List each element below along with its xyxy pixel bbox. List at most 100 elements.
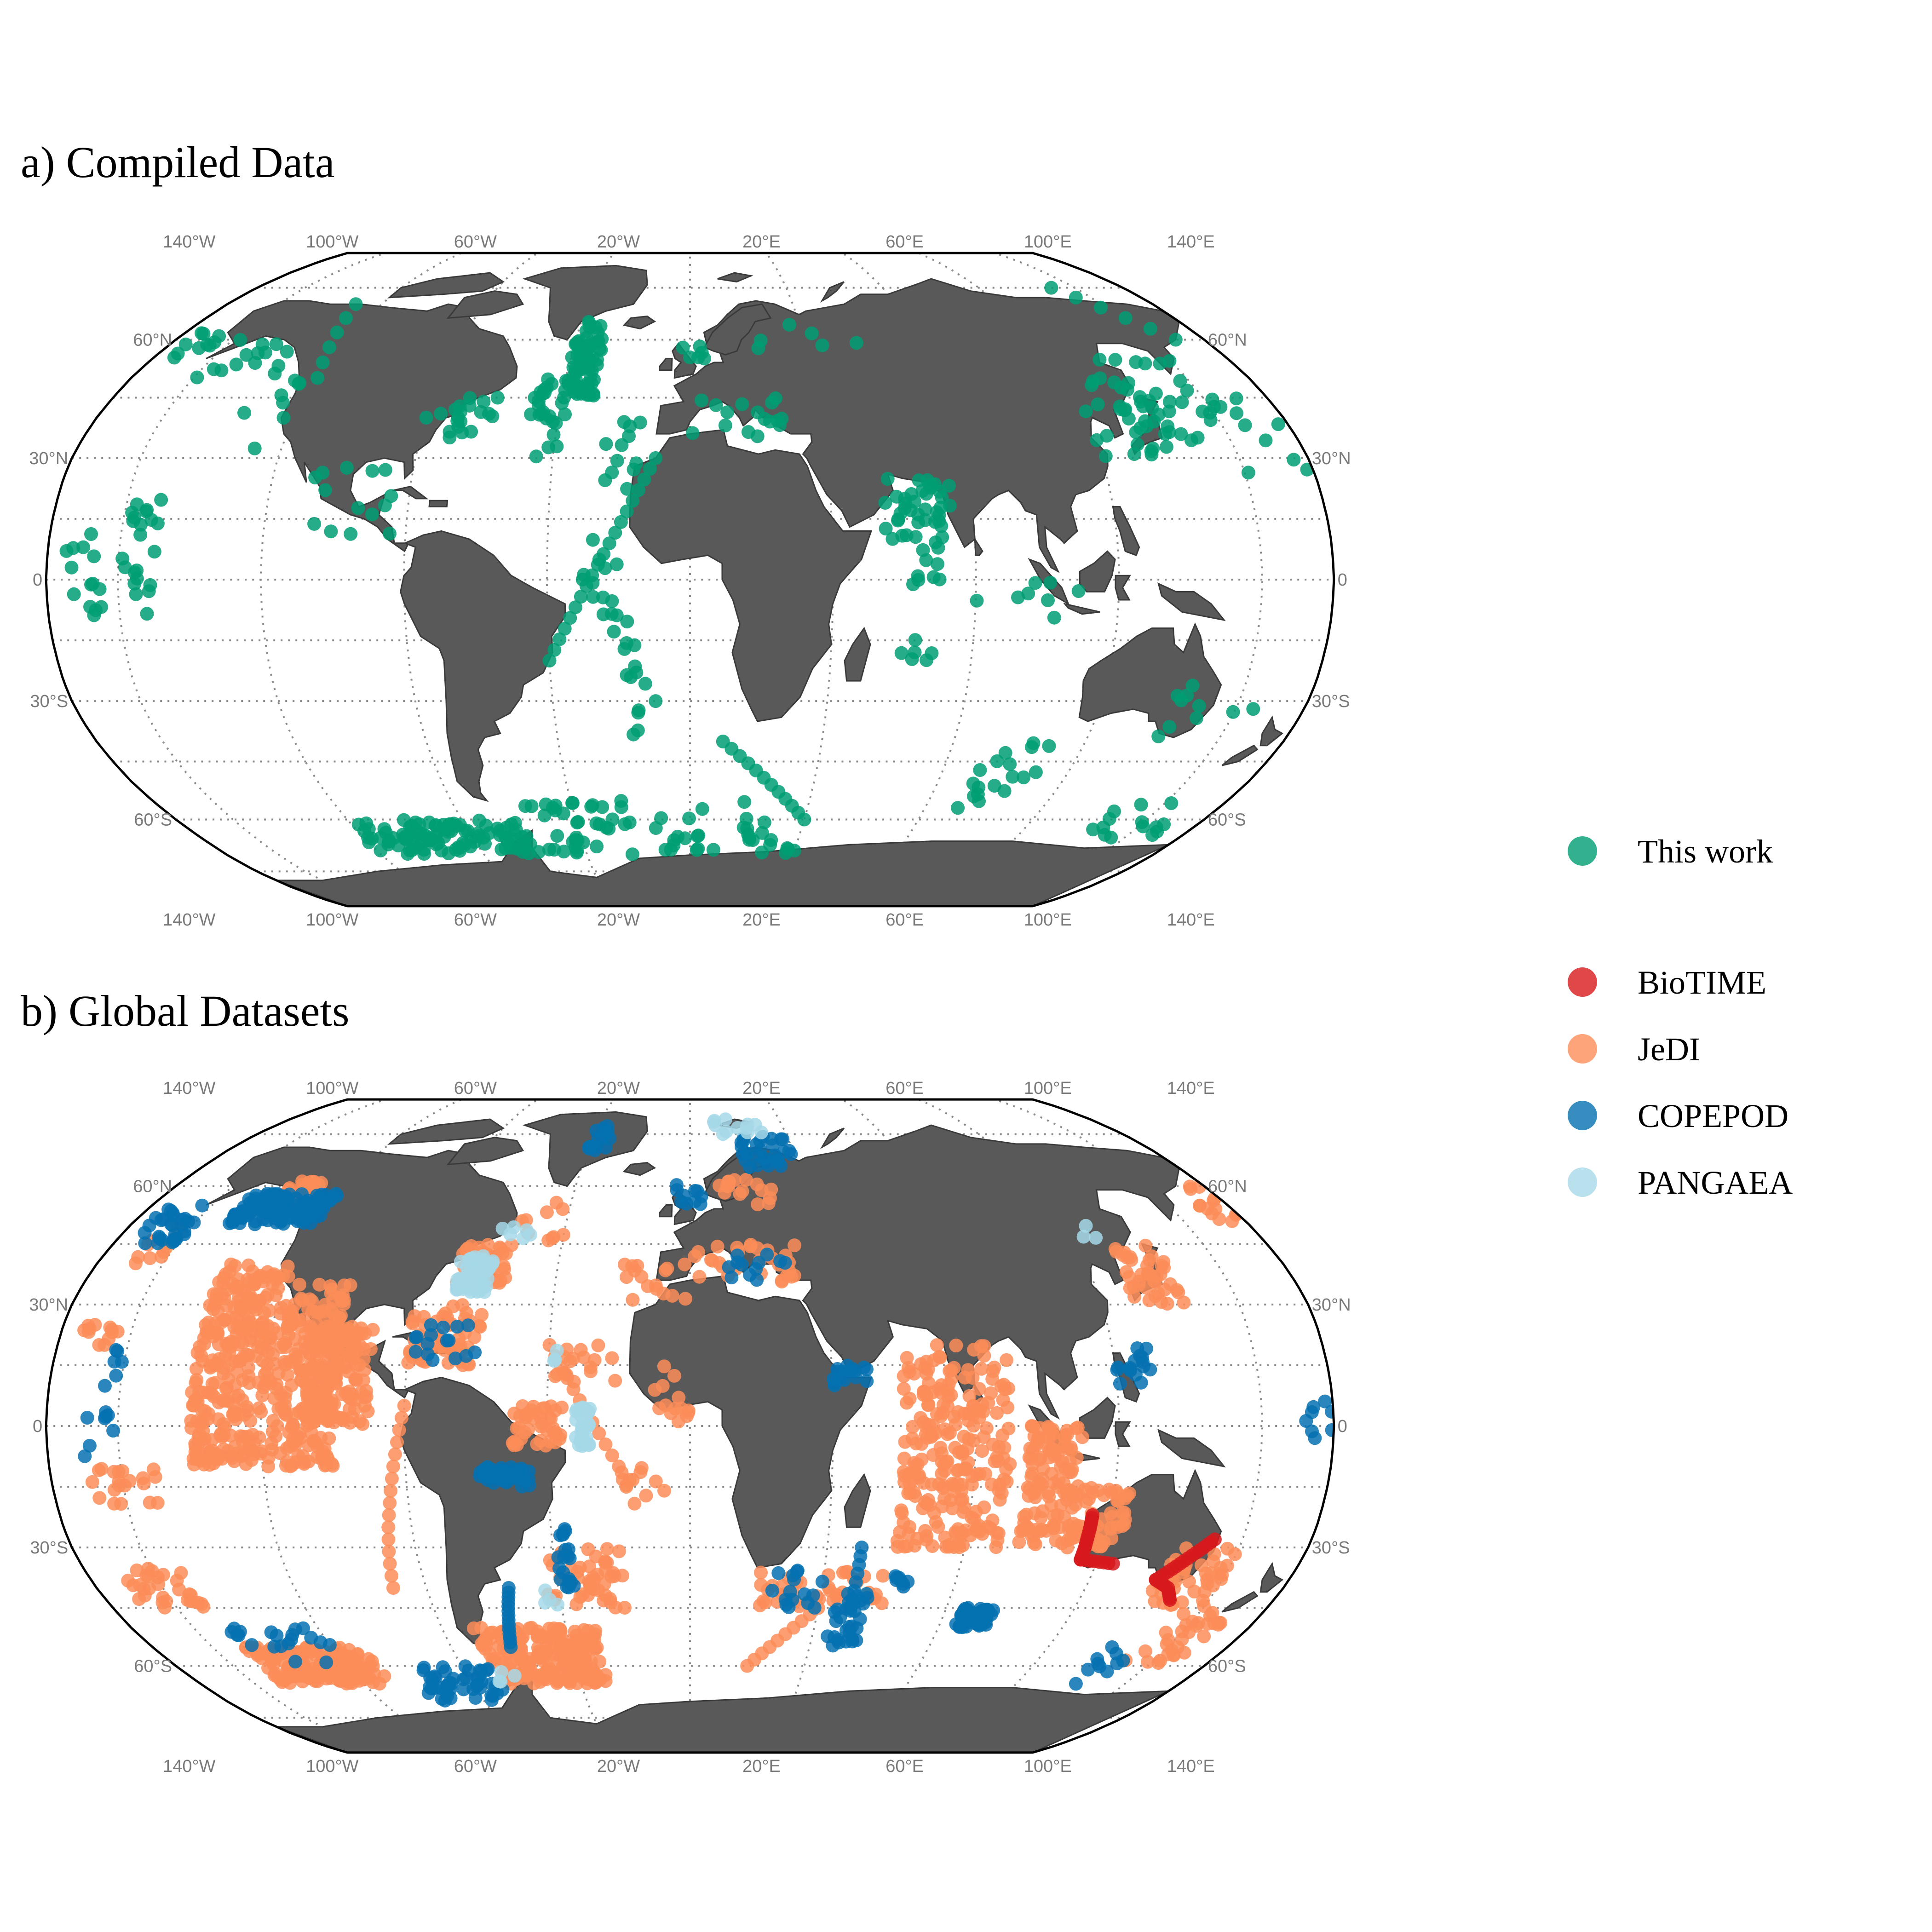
sample-point [649,821,663,835]
sample-point [591,558,605,572]
sample-point [1241,466,1255,480]
land-polygon [717,272,753,283]
sample-point [1229,391,1243,406]
sample-point [247,1435,261,1449]
sample-point [87,608,101,622]
sample-point [1163,1593,1177,1607]
sample-point [947,1361,961,1375]
sample-point [383,1496,397,1510]
sample-point [629,456,644,471]
sample-point [501,1581,516,1595]
sample-point [1105,1510,1119,1524]
sample-point [477,395,491,409]
land-polygon [1078,622,1222,738]
sample-point [960,1602,974,1616]
sample-point [828,1630,841,1644]
sample-point [994,1379,1008,1393]
sample-point [780,841,794,855]
sample-point [733,1187,747,1201]
lat-tick-left: 30°N [29,449,68,468]
sample-point [934,1378,949,1392]
sample-point [448,402,462,417]
sample-point [918,1524,932,1538]
points-jedi [77,1173,1244,1691]
sample-point [1190,711,1204,725]
points-biotime [1074,1508,1222,1607]
sample-point [901,1361,915,1375]
sample-point [129,587,143,601]
sample-point [932,508,946,523]
sample-point [695,802,709,816]
sample-point [947,1478,961,1492]
sample-point [140,607,154,621]
sample-point [628,659,642,673]
lon-tick-bottom: 100°W [306,1757,359,1776]
sample-point [102,1332,116,1346]
sample-point [109,1368,123,1383]
sample-point [886,532,900,546]
sample-point [903,1485,917,1500]
sample-point [553,1625,568,1639]
sample-point [829,1614,843,1628]
sample-point [908,530,923,544]
lon-tick-top: 100°W [306,232,359,252]
sample-point [667,1368,681,1383]
meridian-line [259,253,462,906]
sample-point [385,1472,399,1486]
sample-point [1118,311,1133,325]
sample-point [215,1430,229,1444]
land-polygon [276,1675,1169,1753]
sample-point [292,1213,306,1227]
sample-point [455,426,469,440]
land-polygon [1157,582,1226,621]
land-polygon [658,357,673,371]
legend: This work BioTIME JeDI COPEPOD PANGAEA [1568,833,1793,1201]
sample-point [80,1411,94,1425]
lon-tick-top: 140°E [1167,1079,1215,1098]
sample-point [951,801,965,815]
sample-point [331,1358,345,1373]
sample-point [195,326,208,340]
sample-point [782,1144,796,1158]
sample-point [193,1340,207,1354]
land-polygon [1259,715,1284,747]
sample-point [201,1316,216,1329]
lon-tick-bottom: 140°E [1167,910,1215,930]
sample-point [770,414,785,428]
sample-point [1155,1259,1169,1273]
sample-point [342,1390,356,1404]
sample-point [590,840,604,854]
sample-point [1213,400,1228,414]
sample-point [690,829,705,843]
sample-point [270,1628,284,1643]
sample-point [366,1659,380,1673]
sample-point [878,496,892,510]
sample-point [1025,1466,1039,1480]
sample-point [631,483,645,497]
lon-tick-bottom: 100°W [306,910,359,930]
lon-tick-top: 140°E [1167,232,1215,252]
sample-point [589,1124,604,1138]
sample-point [269,337,283,351]
sample-point [288,1438,302,1452]
sample-point [1079,404,1093,419]
sample-point [605,594,619,608]
sample-point [757,815,771,829]
sample-point [239,1457,253,1471]
sample-point [462,398,477,413]
sample-point [505,1238,518,1252]
sample-point [771,1566,786,1580]
sample-point [763,1191,777,1205]
sample-point [1325,1423,1334,1437]
land-polygon [974,536,983,556]
sample-point [553,1639,568,1653]
sample-point [311,1305,326,1320]
sample-point [322,340,336,354]
sample-point [92,1463,106,1478]
sample-point [1203,413,1218,427]
lon-tick-top: 100°E [1024,1079,1072,1098]
sample-point [426,1353,440,1367]
sample-point [475,1308,489,1322]
sample-point [289,1191,303,1206]
sample-point [930,1338,944,1352]
